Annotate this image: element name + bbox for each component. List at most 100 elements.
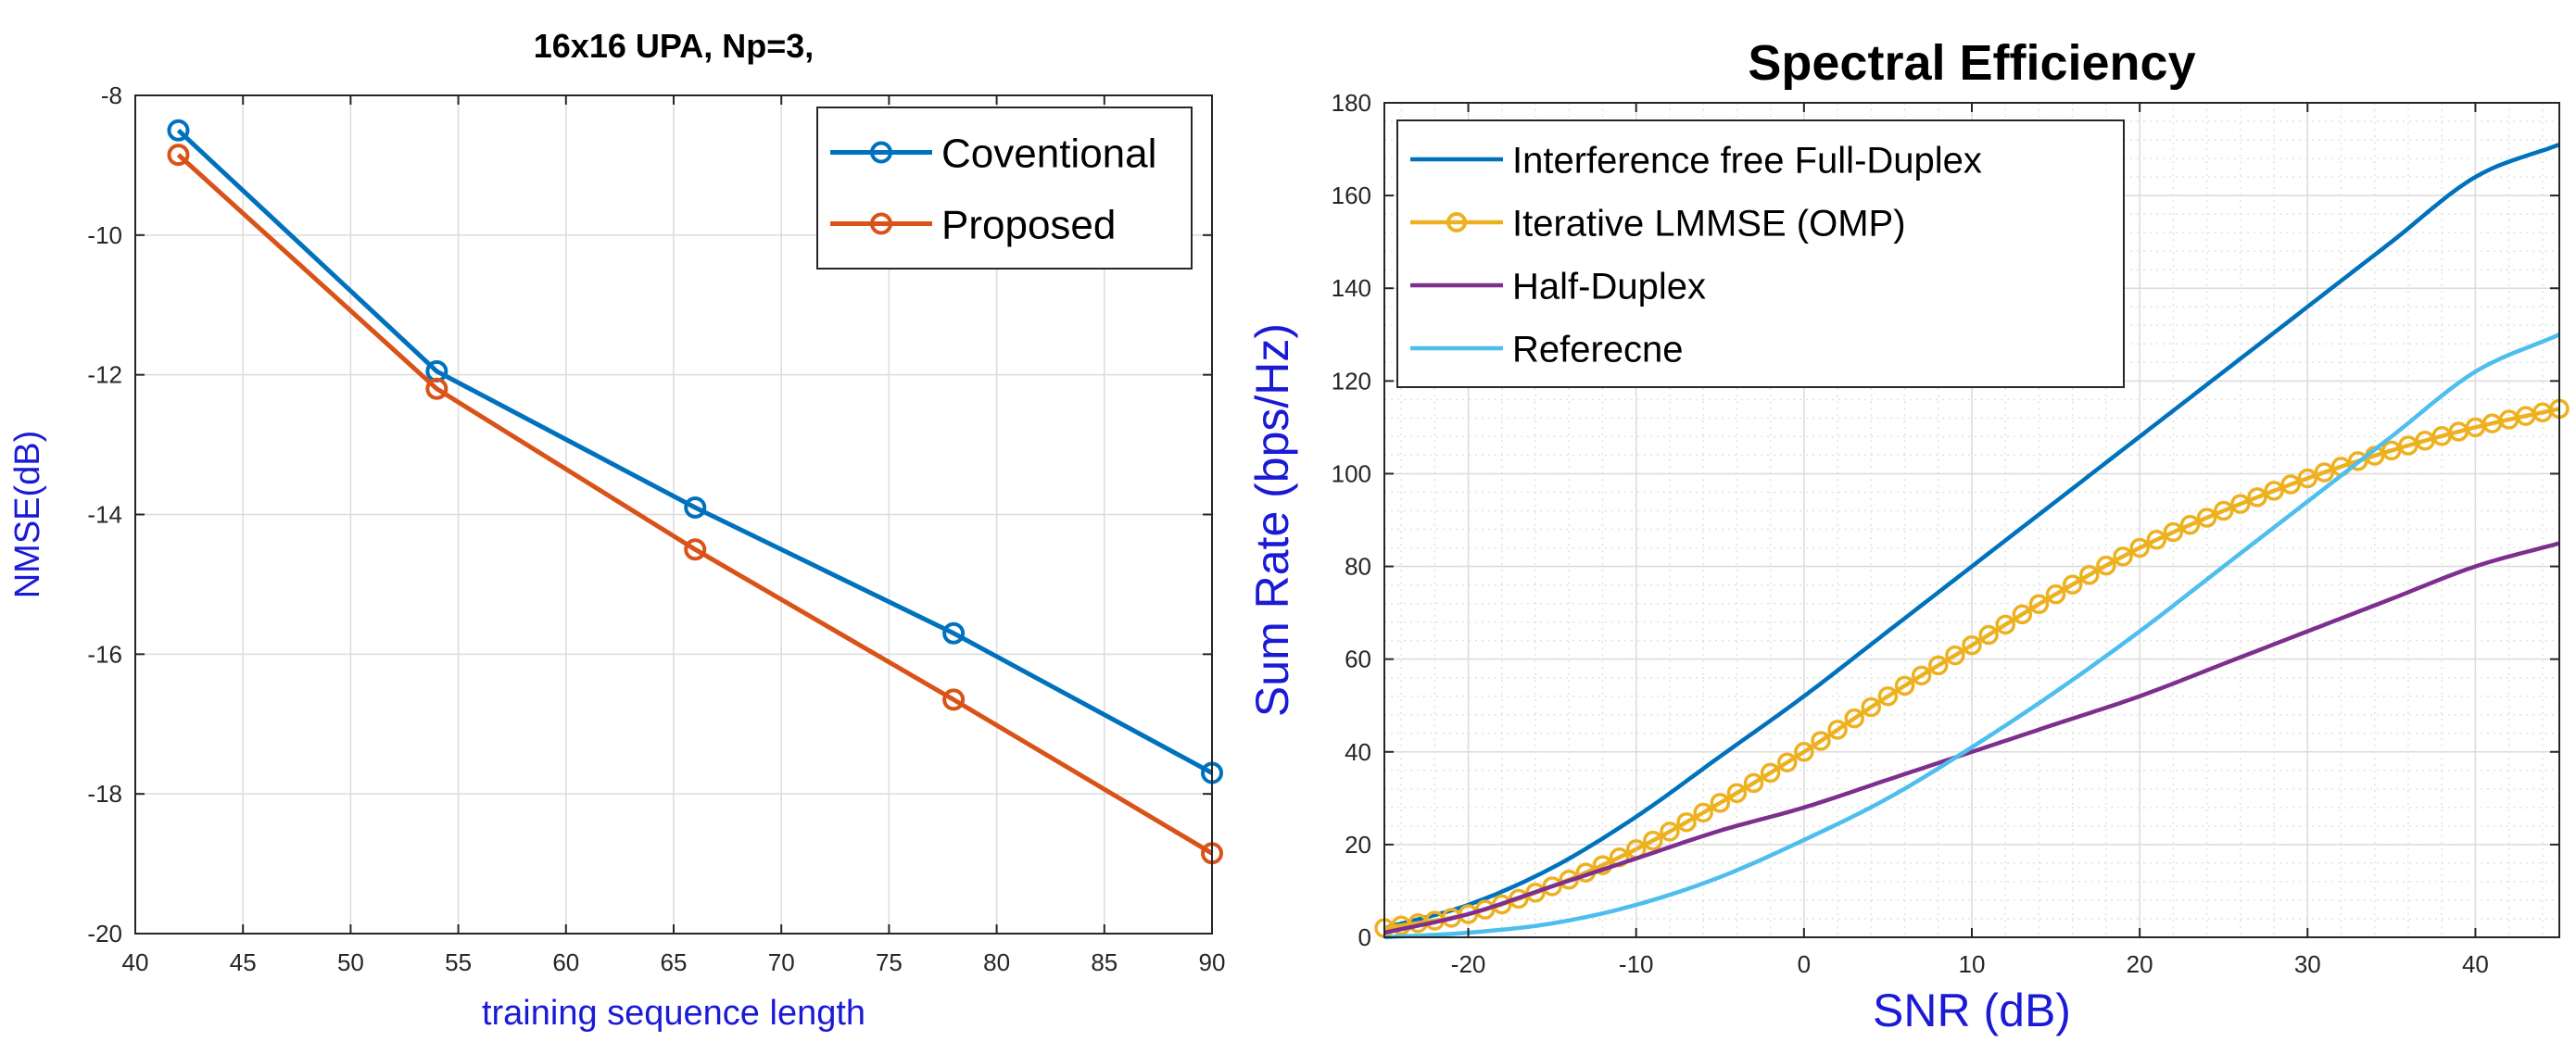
data-point xyxy=(167,144,190,167)
y-tick-label: 160 xyxy=(1332,182,1371,209)
series-line xyxy=(1383,541,2560,935)
y-tick-label: -18 xyxy=(87,780,122,808)
legend-swatch-marker xyxy=(870,212,892,235)
legend-label: Half-Duplex xyxy=(1512,266,1706,307)
x-tick-label: 65 xyxy=(661,948,688,976)
data-point xyxy=(2230,494,2251,514)
chart-title: 16x16 UPA, Np=3, xyxy=(534,27,814,65)
legend-box xyxy=(1396,119,2125,388)
legend-label: Referecne xyxy=(1512,329,1684,370)
data-point xyxy=(1861,696,1882,718)
legend-label: Iterative LMMSE (OMP) xyxy=(1512,203,1906,244)
data-point xyxy=(2347,451,2368,471)
y-tick-label: 40 xyxy=(1345,738,1371,766)
legend-label: Coventional xyxy=(941,131,1156,176)
data-point xyxy=(2280,474,2301,495)
data-point xyxy=(2028,594,2050,615)
data-point xyxy=(1928,655,1949,676)
data-point xyxy=(1643,830,1663,851)
y-tick-label: 80 xyxy=(1345,553,1371,581)
data-point xyxy=(2163,521,2184,543)
data-point xyxy=(2247,487,2267,508)
legend-box xyxy=(816,107,1193,270)
data-point xyxy=(2179,514,2201,535)
x-tick-label: 55 xyxy=(445,948,472,976)
y-tick-label: -8 xyxy=(101,82,122,109)
x-tick-label: 50 xyxy=(337,948,364,976)
data-point xyxy=(2062,574,2083,595)
data-point xyxy=(1542,876,1562,897)
x-axis-label: training sequence length xyxy=(482,994,865,1033)
nmse-chart: 40 45 50 55 60 65 70 75 80 85 90 -20 -18 -16 -14 -12 -10… xyxy=(8,27,1225,1033)
x-tick-label: 30 xyxy=(2294,950,2321,978)
data-point xyxy=(1693,802,1713,823)
data-point xyxy=(2146,530,2167,550)
data-point xyxy=(2129,537,2150,558)
x-tick-label: 85 xyxy=(1091,948,1118,976)
data-point xyxy=(2297,468,2318,489)
data-point xyxy=(2264,481,2284,501)
data-point xyxy=(2096,555,2116,576)
chart-title: Spectral Efficiency xyxy=(1748,35,2195,91)
data-point xyxy=(1962,634,1982,656)
data-point xyxy=(684,538,707,561)
series-line xyxy=(1383,333,2560,940)
y-tick-label: 140 xyxy=(1332,274,1371,302)
y-axis-label: NMSE(dB) xyxy=(8,431,47,599)
x-axis-label: SNR (dB) xyxy=(1873,985,2071,1036)
data-point xyxy=(1743,772,1764,794)
series-line xyxy=(1383,142,2560,931)
y-tick-label: 0 xyxy=(1358,923,1371,951)
data-point xyxy=(1995,614,2015,635)
data-point xyxy=(942,688,966,711)
x-tick-label: 80 xyxy=(983,948,1010,976)
y-tick-label: -14 xyxy=(87,501,122,529)
y-tick-label: 100 xyxy=(1332,459,1371,487)
data-point xyxy=(2196,508,2217,528)
series-1 xyxy=(167,144,1223,865)
data-point xyxy=(1794,742,1814,762)
y-tick-label: 180 xyxy=(1332,89,1371,117)
x-tick-label: 90 xyxy=(1199,948,1226,976)
data-point xyxy=(684,496,707,519)
x-tick-label: -20 xyxy=(1451,950,1486,978)
y-tick-label: -20 xyxy=(87,920,122,947)
data-point xyxy=(1945,645,1965,666)
legend-swatch-marker xyxy=(870,141,892,164)
y-tick-label: 60 xyxy=(1345,646,1371,673)
x-tick-label: 60 xyxy=(552,948,579,976)
data-point xyxy=(2012,604,2033,625)
x-tick-label: 20 xyxy=(2127,950,2153,978)
data-point xyxy=(1877,685,1899,707)
data-point xyxy=(942,621,966,645)
legend: Interference free Full-Duplex Iterative L… xyxy=(1396,119,2125,388)
series-line xyxy=(176,128,1214,775)
legend: Coventional Proposed xyxy=(816,107,1193,270)
y-tick-label: -10 xyxy=(87,221,122,249)
x-tick-label: 10 xyxy=(1959,950,1986,978)
series-0 xyxy=(1383,142,2560,931)
data-point xyxy=(1726,783,1748,803)
data-point xyxy=(2045,583,2066,605)
data-point xyxy=(2314,462,2335,483)
data-point xyxy=(1844,708,1864,729)
data-point xyxy=(1710,793,1731,813)
x-tick-label: 40 xyxy=(2462,950,2489,978)
data-point xyxy=(2079,564,2100,585)
x-tick-label: 75 xyxy=(876,948,903,976)
legend-swatch-marker xyxy=(1446,212,1467,232)
x-tick-label: 70 xyxy=(768,948,795,976)
y-tick-label: -16 xyxy=(87,640,122,668)
data-point xyxy=(2213,500,2234,521)
series-3 xyxy=(1383,333,2560,940)
x-tick-label: 45 xyxy=(230,948,257,976)
data-point xyxy=(425,377,448,400)
data-point xyxy=(1660,822,1680,842)
data-point xyxy=(1827,720,1848,740)
y-axis-label: Sum Rate (bps/Hz) xyxy=(1246,323,1298,717)
y-tick-label: 120 xyxy=(1332,367,1371,395)
data-point xyxy=(1911,665,1932,686)
y-tick-label: 20 xyxy=(1345,831,1371,859)
data-point xyxy=(1776,752,1798,772)
legend-label: Interference free Full-Duplex xyxy=(1512,140,1982,181)
